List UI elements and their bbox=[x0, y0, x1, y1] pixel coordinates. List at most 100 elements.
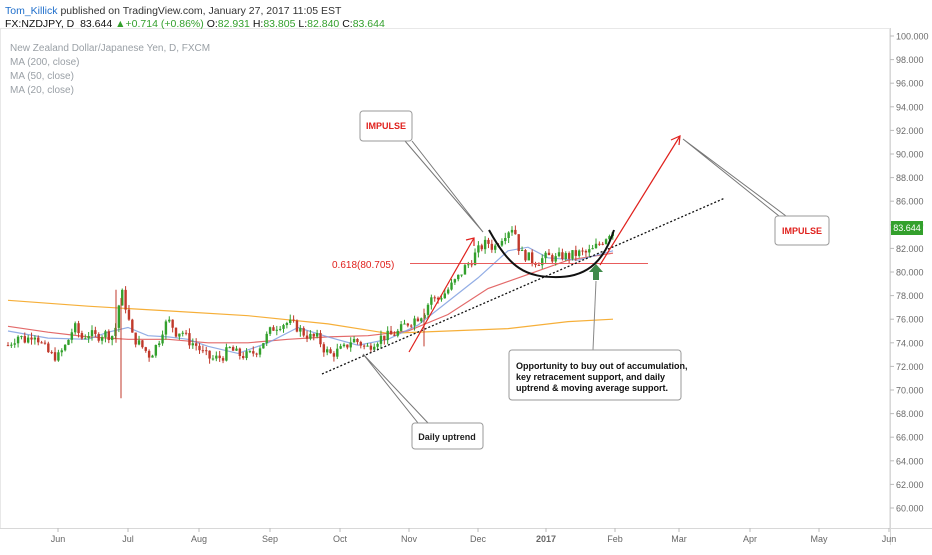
candle-body bbox=[299, 328, 302, 332]
candle-body bbox=[403, 323, 406, 325]
symbol-label: FX:NZDJPY, D bbox=[5, 18, 75, 30]
candle-body bbox=[97, 333, 100, 341]
price-tick-label: 70.000 bbox=[896, 386, 924, 396]
candle-body bbox=[598, 243, 601, 245]
uptrend-label: Daily uptrend bbox=[418, 432, 476, 442]
candle-body bbox=[352, 338, 356, 343]
candle-body bbox=[262, 343, 265, 349]
candle-body bbox=[564, 253, 567, 260]
candle-body bbox=[410, 325, 413, 327]
price-tick-label: 88.000 bbox=[896, 173, 924, 183]
time-tick-label: Aug bbox=[191, 534, 207, 544]
candle-body bbox=[110, 335, 114, 341]
time-tick-label: Mar bbox=[671, 534, 687, 544]
candle-body bbox=[383, 335, 386, 341]
candle-body bbox=[426, 304, 430, 315]
price-tick-label: 64.000 bbox=[896, 456, 924, 466]
impulse-callout-right-lines bbox=[682, 138, 787, 217]
candle-body bbox=[13, 343, 16, 345]
candle-body bbox=[302, 328, 305, 336]
candle-body bbox=[127, 309, 131, 320]
accumulation-cup bbox=[488, 229, 615, 279]
price-tick-label: 74.000 bbox=[896, 338, 924, 348]
candle-body bbox=[228, 347, 231, 349]
time-tick-label: Oct bbox=[333, 534, 348, 544]
candle-body bbox=[420, 318, 423, 322]
impulse-arrowhead-left bbox=[465, 237, 475, 246]
candle-body bbox=[524, 250, 527, 261]
impulse-label-right: IMPULSE bbox=[782, 226, 822, 236]
candle-body bbox=[396, 330, 399, 336]
price-tick-label: 94.000 bbox=[896, 102, 924, 112]
candle-body bbox=[322, 344, 326, 353]
candle-body bbox=[151, 355, 154, 358]
impulse-arrow-right bbox=[599, 135, 681, 266]
price-tick-label: 78.000 bbox=[896, 291, 924, 301]
candles bbox=[6, 225, 614, 399]
buy-callout-line bbox=[592, 280, 597, 351]
candle-body bbox=[504, 237, 507, 242]
candle-body bbox=[416, 318, 420, 322]
candle-body bbox=[305, 335, 309, 339]
candle-body bbox=[601, 243, 604, 245]
candle-body bbox=[332, 353, 336, 357]
opportunity-line-2: key retracement support, and daily bbox=[516, 372, 665, 382]
candle-body bbox=[16, 336, 20, 344]
candle-body bbox=[440, 298, 443, 300]
candle-body bbox=[541, 258, 544, 266]
buy-arrow bbox=[589, 264, 603, 280]
candle-body bbox=[326, 349, 329, 353]
close-value: 83.644 bbox=[352, 18, 385, 30]
candle-body bbox=[272, 327, 275, 331]
candle-body bbox=[561, 252, 564, 260]
candle-body bbox=[131, 319, 134, 333]
candle-body bbox=[483, 239, 487, 250]
time-tick-label: May bbox=[810, 534, 828, 544]
price-tick-label: 76.000 bbox=[896, 315, 924, 325]
opportunity-line-3: uptrend & moving average support. bbox=[516, 383, 668, 393]
close-label: C: bbox=[342, 18, 353, 30]
candle-body bbox=[295, 320, 299, 332]
candle-body bbox=[406, 323, 410, 326]
candle-body bbox=[245, 351, 248, 359]
candle-body bbox=[312, 333, 315, 337]
candle-body bbox=[141, 340, 144, 348]
candle-body bbox=[248, 351, 252, 353]
candle-body bbox=[10, 344, 13, 346]
candle-body bbox=[208, 350, 211, 359]
candle-body bbox=[527, 252, 530, 261]
time-tick-label: Apr bbox=[743, 534, 757, 544]
candle-body bbox=[510, 229, 514, 233]
candle-body bbox=[178, 333, 181, 337]
candle-body bbox=[339, 346, 342, 349]
candle-body bbox=[275, 329, 278, 331]
candle-body bbox=[547, 252, 551, 256]
candle-body bbox=[174, 327, 178, 337]
candle-body bbox=[191, 343, 194, 346]
candle-body bbox=[342, 344, 346, 347]
symbol-line: FX:NZDJPY, D 83.644 ▲+0.714 (+0.86%) O:8… bbox=[5, 18, 385, 30]
opportunity-line-1: Opportunity to buy out of accumulation, bbox=[516, 361, 688, 371]
candle-body bbox=[47, 343, 50, 353]
candle-body bbox=[225, 347, 228, 361]
candle-body bbox=[349, 342, 352, 348]
candle-body bbox=[517, 234, 520, 251]
time-tick-label: Jul bbox=[122, 534, 134, 544]
candle-body bbox=[171, 319, 174, 328]
author-link[interactable]: Tom_Killick bbox=[5, 5, 58, 17]
candle-body bbox=[289, 319, 292, 323]
impulse-label-left: IMPULSE bbox=[366, 121, 406, 131]
candle-body bbox=[121, 289, 124, 306]
candle-body bbox=[379, 335, 383, 344]
candle-body bbox=[282, 325, 285, 329]
candle-body bbox=[578, 250, 581, 256]
uptrend-callout-lines bbox=[362, 353, 429, 424]
candle-body bbox=[520, 250, 524, 252]
candle-body bbox=[231, 347, 235, 351]
low-label: L: bbox=[298, 18, 308, 30]
candle-body bbox=[457, 274, 460, 280]
candle-body bbox=[158, 343, 161, 345]
open-value: 82.931 bbox=[217, 18, 250, 30]
price-tick-label: 98.000 bbox=[896, 55, 924, 65]
